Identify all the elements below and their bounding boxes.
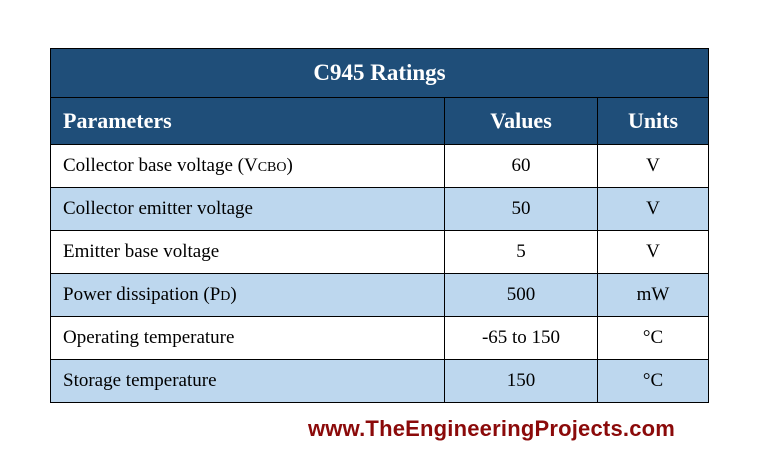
unit-cell: °C [597,359,709,403]
table-row: Collector base voltage (VCBO) 60 V [50,144,709,188]
ratings-table: C945 Ratings Parameters Values Units Col… [50,48,709,403]
unit-cell: V [597,144,709,188]
table-row: Emitter base voltage 5 V [50,230,709,274]
parameter-text: Emitter base voltage [63,241,220,262]
parameter-cell: Operating temperature [50,316,445,360]
parameter-cell: Emitter base voltage [50,230,445,274]
parameter-text: Collector base voltage (V [63,155,258,176]
parameter-cell: Power dissipation (PD) [50,273,445,317]
parameter-subscript: CBO [257,160,287,175]
value-cell: 150 [444,359,598,403]
table-row: Storage temperature 150 °C [50,359,709,403]
parameter-subscript: D [220,289,231,304]
unit-cell: V [597,187,709,231]
table-row: Collector emitter voltage 50 V [50,187,709,231]
parameter-text: Collector emitter voltage [63,198,253,219]
value-cell: 50 [444,187,598,231]
table-header-row: Parameters Values Units [50,97,709,145]
parameter-cell: Collector emitter voltage [50,187,445,231]
table-row: Power dissipation (PD) 500 mW [50,273,709,317]
value-cell: 60 [444,144,598,188]
parameter-suffix: ) [286,155,293,176]
parameter-text: Storage temperature [63,370,217,391]
website-watermark: www.TheEngineeringProjects.com [308,416,676,441]
value-cell: 500 [444,273,598,317]
header-units: Units [597,97,709,145]
header-values: Values [444,97,598,145]
unit-cell: V [597,230,709,274]
table-row: Operating temperature -65 to 150 °C [50,316,709,360]
parameter-cell: Storage temperature [50,359,445,403]
table-title: C945 Ratings [50,48,709,98]
table-title-row: C945 Ratings [50,48,709,98]
value-cell: 5 [444,230,598,274]
parameter-suffix: ) [230,284,237,305]
parameter-text: Operating temperature [63,327,235,348]
parameter-cell: Collector base voltage (VCBO) [50,144,445,188]
unit-cell: mW [597,273,709,317]
header-parameters: Parameters [50,97,445,145]
parameter-text: Power dissipation (P [63,284,221,305]
unit-cell: °C [597,316,709,360]
value-cell: -65 to 150 [444,316,598,360]
